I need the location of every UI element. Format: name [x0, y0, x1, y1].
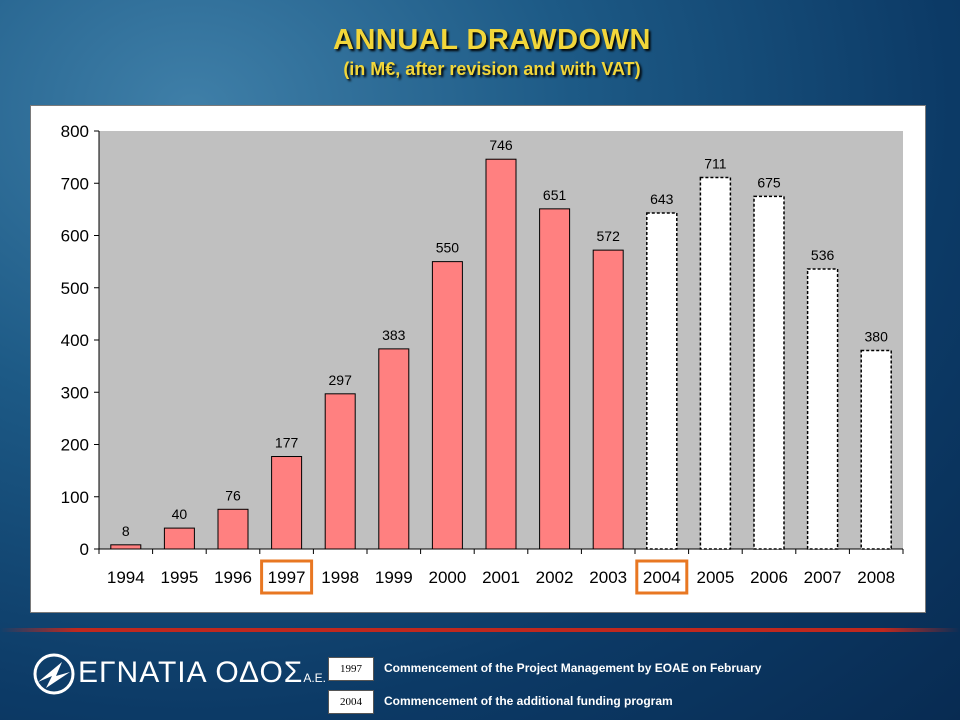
bar-2006	[753, 195, 785, 550]
legend-text-2004: Commencement of the additional funding p…	[384, 694, 673, 708]
x-tick-label-2006: 2006	[750, 568, 788, 587]
x-tick-label-1999: 1999	[375, 568, 413, 587]
y-tick-label: 300	[61, 383, 89, 402]
legend-tag-1997: 1997	[328, 657, 374, 681]
logo-text: ΕΓΝΑΤΙΑ ΟΔΟΣΑ.Ε.	[78, 656, 326, 690]
y-tick-label: 500	[61, 279, 89, 298]
data-label-1995: 40	[172, 506, 188, 522]
data-label-1996: 76	[225, 487, 241, 503]
x-tick-label-2005: 2005	[696, 568, 734, 587]
bar-2003	[592, 249, 624, 550]
bar-2007	[806, 268, 839, 550]
data-label-2002: 651	[543, 187, 567, 203]
data-label-1998: 297	[329, 372, 353, 388]
x-tick-label-2008: 2008	[857, 568, 895, 587]
bar-2001	[485, 158, 517, 550]
bar-chart: 0 100 200 300 400 500 600 700 800 8 1994 40 1995 76 19…	[61, 122, 904, 595]
bar-2000	[431, 261, 463, 550]
chart-panel: 0 100 200 300 400 500 600 700 800 8 1994 40 1995 76 19…	[30, 105, 926, 613]
bar-1996	[217, 508, 249, 550]
x-tick-label-2002: 2002	[536, 568, 574, 587]
x-tick-label-2000: 2000	[428, 568, 466, 587]
data-label-2004: 643	[650, 191, 674, 207]
bar-2008	[860, 349, 892, 550]
y-tick-label: 200	[61, 436, 89, 455]
y-tick-label: 700	[61, 174, 89, 193]
y-tick-label: 800	[61, 122, 89, 141]
legend-text-1997: Commencement of the Project Management b…	[384, 661, 762, 675]
data-label-2001: 746	[489, 137, 513, 153]
bar-1998	[324, 393, 356, 550]
bar-1997	[271, 456, 303, 550]
footer-divider	[0, 628, 960, 632]
legend-tag-2004: 2004	[328, 690, 374, 714]
y-tick-label: 600	[61, 227, 89, 246]
x-tick-label-1995: 1995	[160, 568, 198, 587]
page-subtitle: (in M€, after revision and with VAT)	[343, 59, 641, 79]
logo-emblem-icon	[33, 653, 75, 695]
page-title: ANNUAL DRAWDOWN	[333, 24, 651, 56]
y-tick-label: 400	[61, 331, 89, 350]
x-tick-label-1996: 1996	[214, 568, 252, 587]
logo-name: ΕΓΝΑΤΙΑ ΟΔΟΣ	[78, 656, 304, 689]
x-tick-label-1997: 1997	[268, 568, 306, 587]
x-tick-label-1994: 1994	[107, 568, 145, 587]
highlight-box-1997	[260, 559, 314, 595]
data-label-1997: 177	[275, 435, 299, 451]
y-tick-label: 100	[61, 488, 89, 507]
bar-2004	[646, 212, 678, 550]
highlight-box-2004	[635, 559, 689, 595]
data-label-2006: 675	[757, 174, 781, 190]
bar-1995	[163, 527, 195, 550]
data-label-2005: 711	[704, 156, 727, 172]
data-label-2007: 536	[811, 247, 835, 263]
y-tick-label: 0	[80, 540, 89, 559]
data-label-1999: 383	[382, 327, 406, 343]
x-tick-label-1998: 1998	[321, 568, 359, 587]
egnatia-logo: ΕΓΝΑΤΙΑ ΟΔΟΣΑ.Ε.	[32, 650, 326, 700]
data-label-1994: 8	[122, 523, 130, 539]
data-label-2000: 550	[436, 240, 460, 256]
bar-2005	[699, 176, 732, 550]
logo-suffix: Α.Ε.	[303, 671, 327, 685]
x-tick-label-2001: 2001	[482, 568, 520, 587]
bar-1994	[110, 544, 142, 550]
bar-1999	[378, 348, 410, 550]
x-tick-label-2004: 2004	[643, 568, 681, 587]
x-tick-label-2003: 2003	[589, 568, 627, 587]
x-tick-label-2007: 2007	[804, 568, 842, 587]
title-block: ANNUAL DRAWDOWN (in M€, after revision a…	[0, 24, 960, 80]
data-label-2003: 572	[597, 228, 621, 244]
bar-2002	[539, 208, 571, 550]
data-label-2008: 380	[865, 328, 889, 344]
